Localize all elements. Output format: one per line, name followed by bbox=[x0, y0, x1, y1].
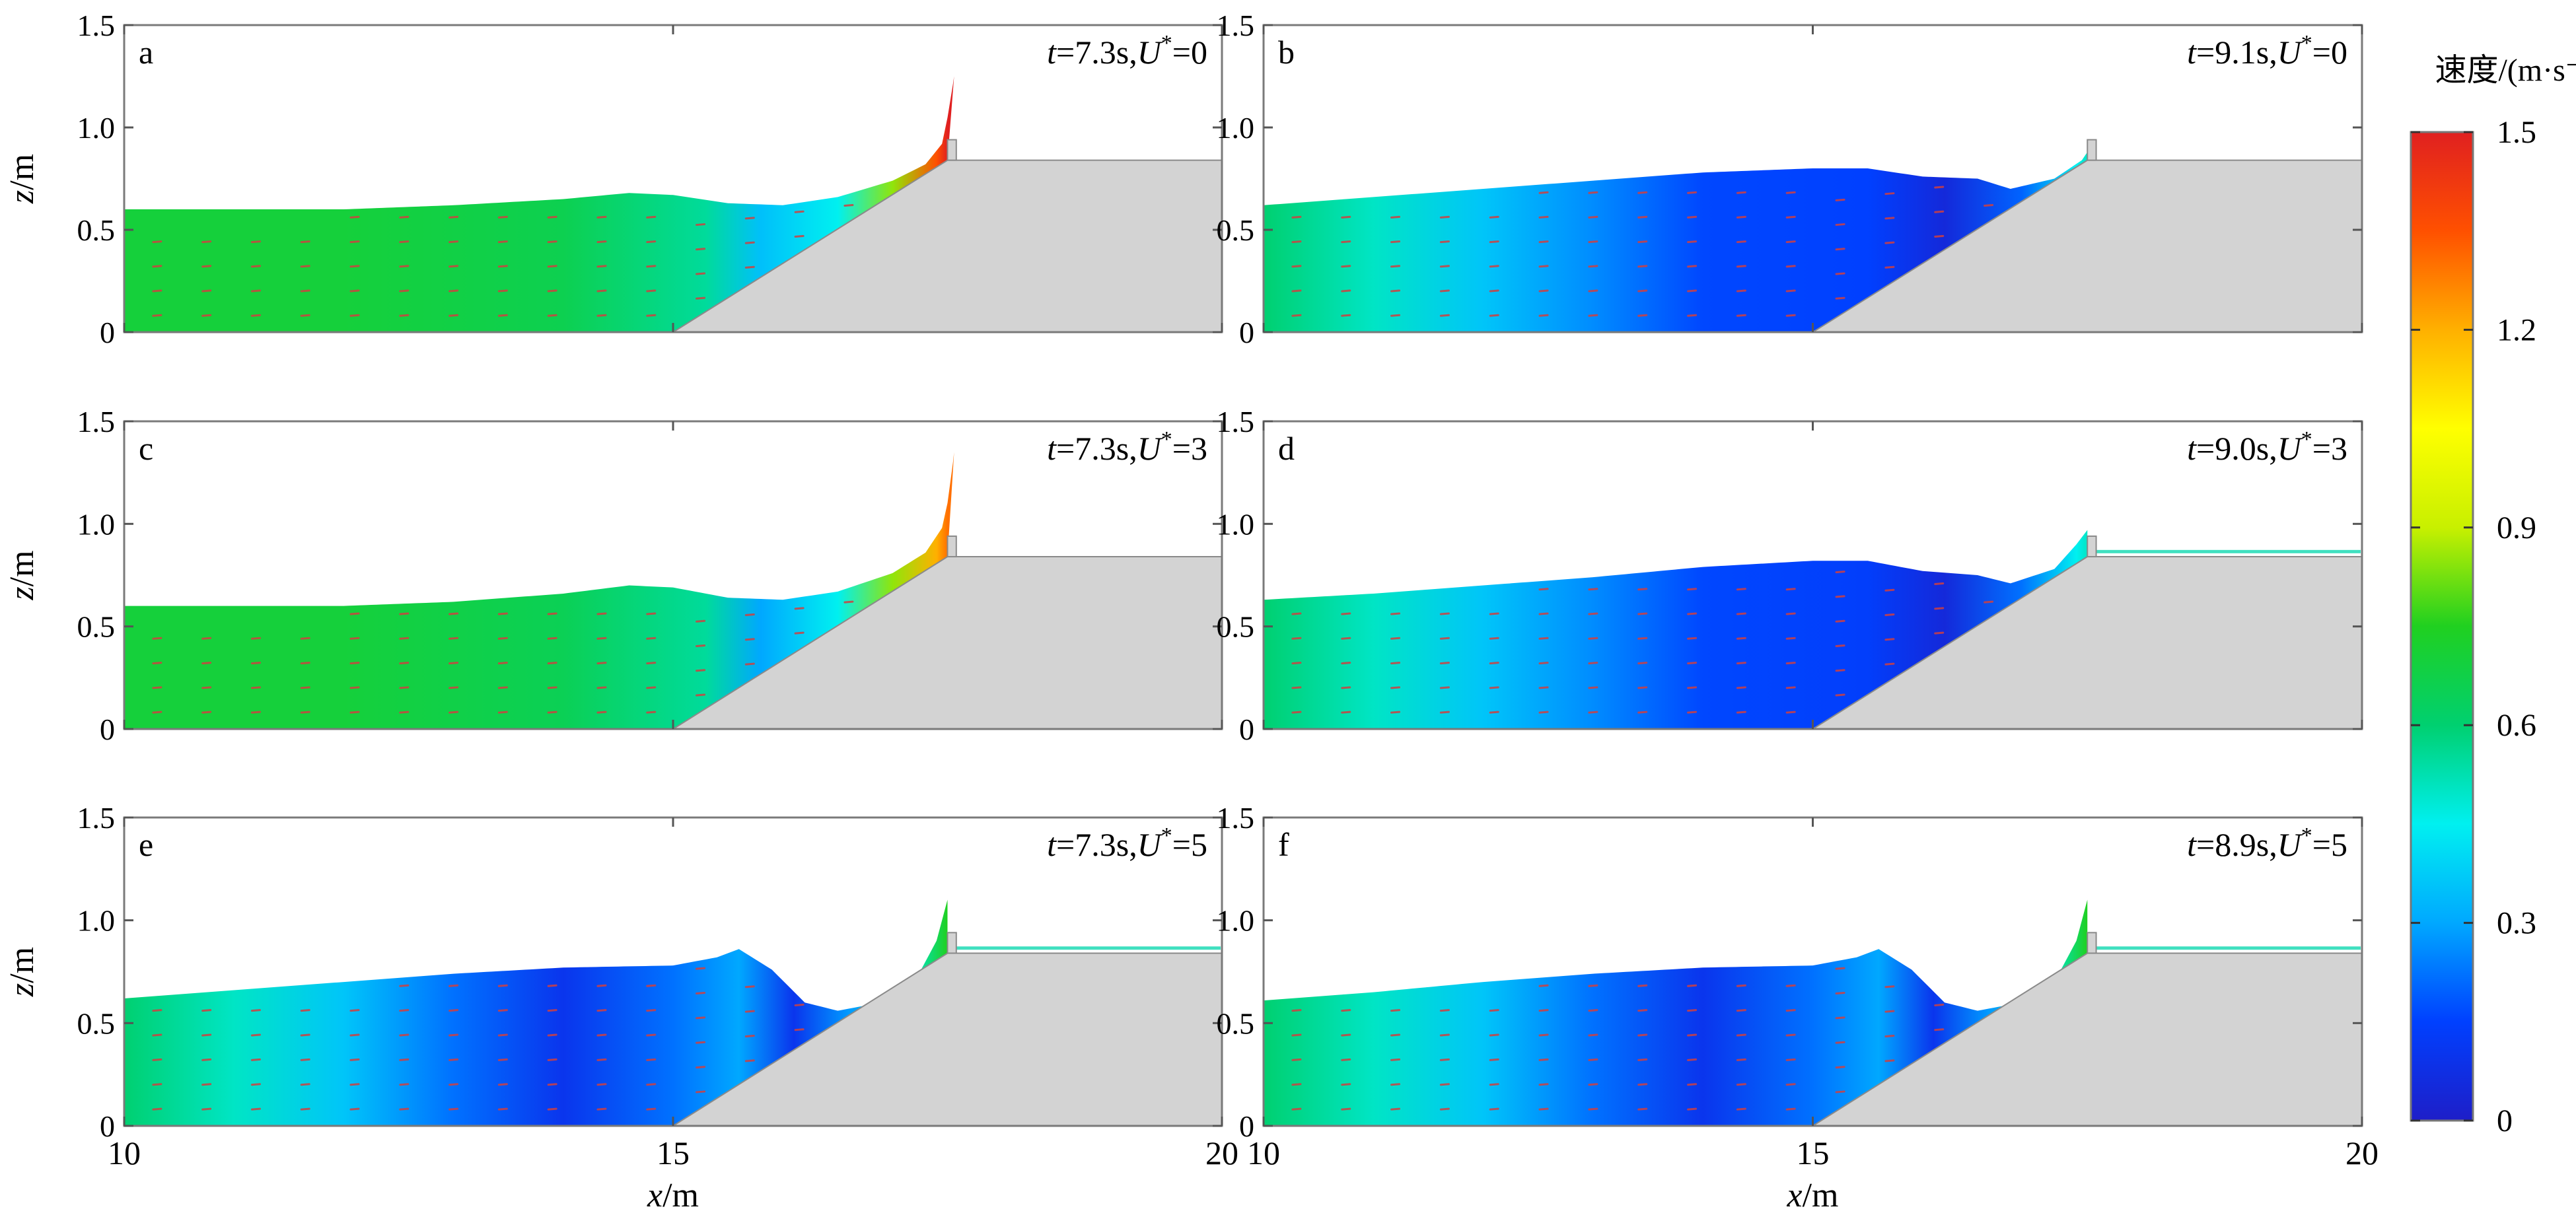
panel-b: 0 0.5 1.0 1.5 b t=9.1s,U*=0 bbox=[1217, 9, 2363, 349]
y-tick-label: 0 bbox=[100, 713, 115, 746]
y-tick-label: 0.5 bbox=[1217, 213, 1255, 247]
panel-annotation: t=7.3s,U*=3 bbox=[1047, 427, 1207, 467]
panel-f: 0 0.5 1.0 1.5 f t=8.9s,U*=5 bbox=[1217, 801, 2363, 1143]
water-body bbox=[124, 452, 954, 729]
overtopping-layer bbox=[2096, 549, 2361, 553]
y-tick-label: 0 bbox=[1239, 1109, 1254, 1143]
y-tick-label: 0.5 bbox=[77, 610, 116, 644]
x-tick-label: 20 bbox=[1205, 1134, 1238, 1171]
x-tick-label: 15 bbox=[657, 1134, 690, 1171]
parapet-wall bbox=[2087, 535, 2097, 558]
colorbar: 速度/(m·s⁻¹) 0 0.3 0.6 0.9 1.2 1.5 bbox=[2410, 53, 2576, 1138]
y-tick-label: 0 bbox=[1239, 713, 1254, 746]
water-body bbox=[1264, 152, 2088, 332]
velocity-vectors bbox=[152, 600, 854, 714]
y-tick-label: 0.5 bbox=[77, 1006, 116, 1040]
parapet-wall bbox=[947, 535, 957, 558]
panel-letter: e bbox=[139, 826, 153, 863]
colorbar-title: 速度/(m·s⁻¹) bbox=[2435, 53, 2576, 88]
y-tick-label: 1.0 bbox=[77, 507, 116, 541]
x-tick-label: 15 bbox=[1797, 1134, 1830, 1171]
parapet-wall bbox=[947, 139, 957, 161]
panel-letter: b bbox=[1278, 34, 1295, 71]
panel-annotation: t=9.0s,U*=3 bbox=[2187, 427, 2347, 467]
panel-letter: c bbox=[139, 430, 153, 467]
velocity-vectors bbox=[1291, 571, 1994, 714]
panel-d: 0 0.5 1.0 1.5 d t=9.0s,U*=3 bbox=[1217, 405, 2363, 746]
y-tick-label: 1.5 bbox=[1217, 801, 1255, 835]
overtopping-layer bbox=[956, 946, 1221, 950]
y-tick-label: 1.5 bbox=[1217, 9, 1255, 42]
x-tick-label: 20 bbox=[2345, 1134, 2379, 1171]
velocity-vectors bbox=[152, 967, 805, 1111]
y-tick-label: 1.0 bbox=[77, 111, 116, 145]
panel-letter: d bbox=[1278, 430, 1295, 467]
y-tick-label: 0.5 bbox=[1217, 1006, 1255, 1040]
x-axis-label: x/m bbox=[647, 1177, 699, 1214]
y-tick-label: 0.5 bbox=[1217, 610, 1255, 644]
y-tick-label: 1.5 bbox=[1217, 405, 1255, 438]
water-body bbox=[1264, 530, 2088, 729]
y-axis-label: z/m bbox=[3, 947, 41, 997]
panel-annotation: t=8.9s,U*=5 bbox=[2187, 823, 2347, 863]
y-tick-label: 1.0 bbox=[1217, 111, 1255, 145]
colorbar-gradient bbox=[2410, 131, 2474, 1122]
velocity-vectors bbox=[152, 204, 854, 317]
colorbar-tick-label: 0.6 bbox=[2497, 708, 2536, 743]
y-tick-label: 1.5 bbox=[77, 801, 116, 835]
y-tick-label: 0.5 bbox=[77, 213, 116, 247]
panel-a: 0 0.5 1.0 1.5 a t=7.3s,U*=0 z/m bbox=[3, 9, 1223, 349]
y-tick-label: 1.0 bbox=[1217, 904, 1255, 938]
colorbar-tick-label: 0 bbox=[2497, 1103, 2513, 1138]
y-tick-label: 1.0 bbox=[77, 904, 116, 938]
y-axis-label: z/m bbox=[3, 154, 41, 204]
y-tick-label: 1.5 bbox=[77, 9, 116, 42]
water-body bbox=[124, 899, 948, 1126]
panel-annotation: t=7.3s,U*=0 bbox=[1047, 31, 1207, 71]
velocity-vectors bbox=[1291, 967, 1945, 1111]
water-body bbox=[1264, 899, 2088, 1126]
panels-layer: 0 0.5 1.0 1.5 a t=7.3s,U*=0 z/m 0 0.5 1.0 1.5 b t=9.… bbox=[3, 9, 2363, 1143]
colorbar-tick-label: 0.3 bbox=[2497, 906, 2536, 941]
panel-letter: f bbox=[1278, 826, 1289, 863]
panel-annotation: t=7.3s,U*=5 bbox=[1047, 823, 1207, 863]
y-tick-label: 1.0 bbox=[1217, 507, 1255, 541]
parapet-wall bbox=[2087, 932, 2097, 954]
colorbar-tick-label: 1.2 bbox=[2497, 312, 2536, 347]
colorbar-tick-label: 1.5 bbox=[2497, 115, 2536, 150]
x-tick-label: 10 bbox=[108, 1134, 141, 1171]
overtopping-layer bbox=[2096, 946, 2361, 950]
panel-letter: a bbox=[139, 34, 153, 71]
parapet-wall bbox=[947, 932, 957, 954]
y-tick-label: 0 bbox=[100, 316, 115, 349]
y-axis-label: z/m bbox=[3, 550, 41, 600]
y-tick-label: 0 bbox=[1239, 316, 1254, 349]
y-tick-label: 0 bbox=[100, 1109, 115, 1143]
axis-labels: 10 15 20 x/m 10 15 20 x/m bbox=[108, 1134, 2379, 1214]
panel-c: 0 0.5 1.0 1.5 c t=7.3s,U*=3 z/m bbox=[3, 405, 1223, 746]
parapet-wall bbox=[2087, 139, 2097, 161]
y-tick-label: 1.5 bbox=[77, 405, 116, 438]
x-axis-label: x/m bbox=[1787, 1177, 1839, 1214]
colorbar-tick-label: 0.9 bbox=[2497, 510, 2536, 545]
panel-annotation: t=9.1s,U*=0 bbox=[2187, 31, 2347, 71]
velocity-vectors bbox=[1291, 186, 1994, 317]
panel-e: 0 0.5 1.0 1.5 e t=7.3s,U*=5 z/m bbox=[3, 801, 1223, 1143]
x-tick-label: 10 bbox=[1247, 1134, 1280, 1171]
